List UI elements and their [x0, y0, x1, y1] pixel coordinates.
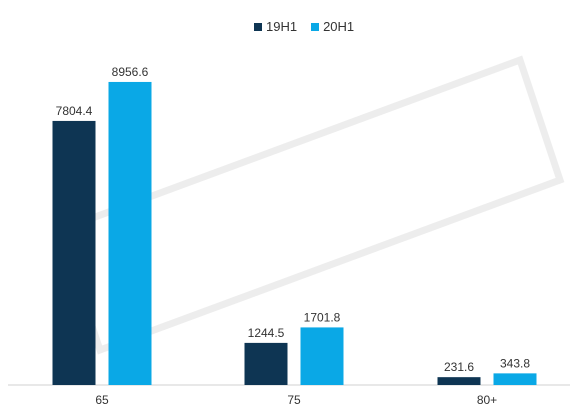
bar-19h1-80plus [437, 377, 481, 385]
bar-20h1-75 [300, 327, 344, 385]
bar-20h1-65 [108, 81, 152, 385]
bar-19h1-75 [244, 342, 288, 385]
data-label-19h1-65: 7804.4 [56, 104, 93, 118]
legend-label-20h1: 20H1 [323, 19, 355, 34]
data-label-19h1-75: 1244.5 [248, 326, 285, 340]
legend-swatch-19h1 [254, 22, 262, 31]
legend: 19H1 20H1 [254, 19, 368, 34]
bars-layer [52, 81, 537, 386]
x-tick-label-65: 65 [95, 393, 109, 407]
x-tick-label-80plus: 80+ [477, 393, 497, 407]
legend-item-20h1: 20H1 [311, 19, 354, 34]
legend-item-19h1: 19H1 [254, 19, 297, 34]
bar-20h1-80plus [493, 373, 537, 385]
x-tick-label-75: 75 [287, 393, 301, 407]
bar-19h1-65 [52, 120, 96, 386]
data-label-19h1-80plus: 231.6 [444, 360, 474, 374]
data-label-20h1-80plus: 343.8 [500, 356, 530, 370]
data-label-20h1-75: 1701.8 [304, 310, 341, 324]
labels-layer: 7804.4 8956.6 65 1244.5 1701.8 75 231.6 343.8 80… [56, 65, 531, 407]
legend-label-19h1: 19H1 [266, 19, 298, 34]
data-label-20h1-65: 8956.6 [112, 65, 149, 79]
legend-swatch-20h1 [311, 22, 320, 31]
